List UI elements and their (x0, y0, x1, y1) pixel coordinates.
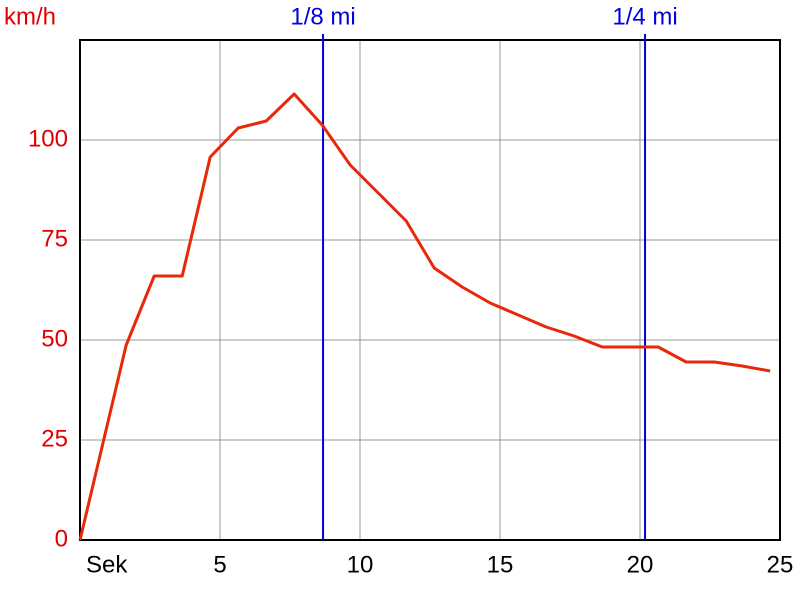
plot-border (79, 39, 781, 541)
x-tick-label: 5 (213, 551, 226, 578)
y-tick-label: 75 (41, 225, 68, 252)
marker-label: 1/4 mi (612, 3, 677, 30)
y-axis-label: km/h (4, 3, 56, 30)
y-tick-label: 100 (28, 125, 68, 152)
data-line (78, 92, 771, 541)
y-tick-label: 0 (55, 525, 68, 552)
marker-label: 1/8 mi (290, 3, 355, 30)
y-tick-label: 50 (41, 325, 68, 352)
x-tick-label: 25 (767, 551, 794, 578)
y-tick-label: 25 (41, 425, 68, 452)
x-tick-label: 15 (487, 551, 514, 578)
x-tick-label: 20 (627, 551, 654, 578)
x-tick-label: Sek (86, 551, 128, 578)
x-tick-label: 10 (347, 551, 374, 578)
